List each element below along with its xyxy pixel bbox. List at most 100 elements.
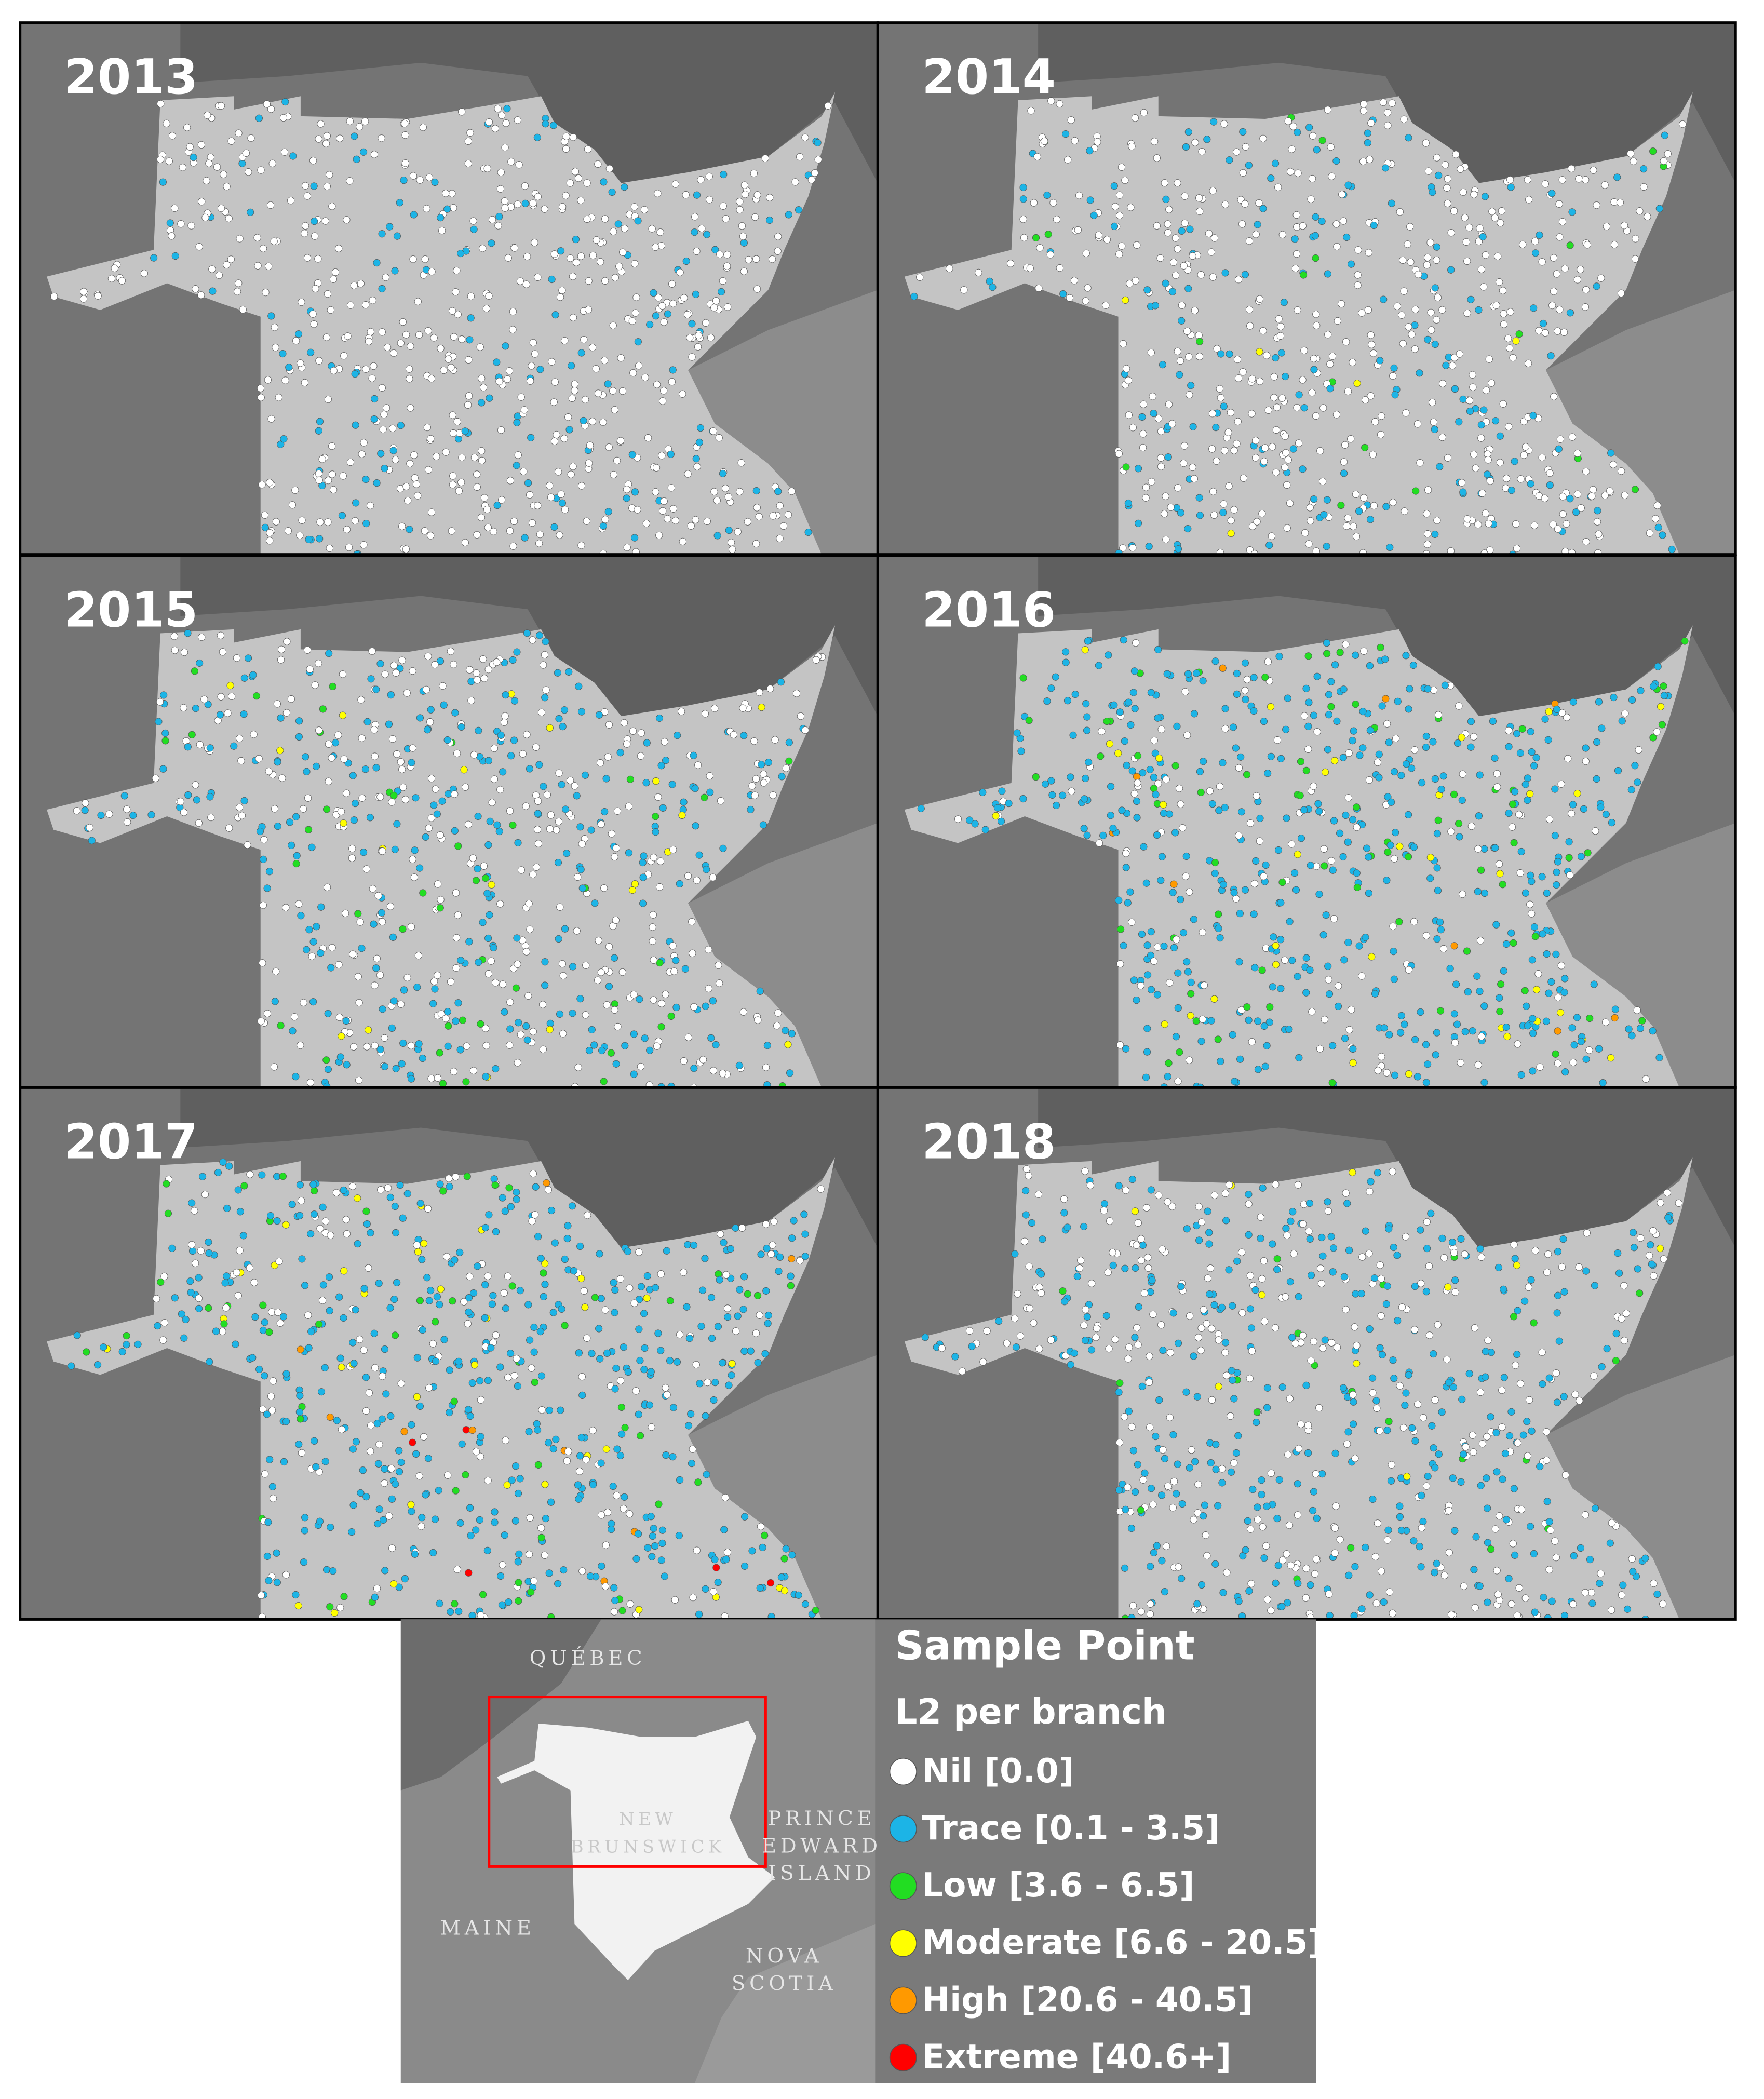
sample-point — [431, 178, 439, 186]
sample-point — [788, 487, 796, 495]
legend-label: Trace [0.1 - 3.5] — [922, 1809, 1220, 1848]
sample-point — [88, 837, 96, 844]
sample-point — [1311, 1570, 1319, 1578]
sample-point — [1263, 352, 1271, 359]
sample-point — [510, 517, 518, 526]
sample-point — [1297, 835, 1305, 842]
sample-point — [477, 1020, 484, 1028]
sample-point — [692, 822, 699, 830]
sample-point — [1371, 418, 1379, 426]
sample-point — [621, 183, 628, 191]
sample-point — [429, 1549, 437, 1557]
sample-point — [1554, 858, 1562, 866]
sample-point — [653, 1042, 661, 1050]
sample-point — [782, 1027, 789, 1034]
sample-point — [282, 1370, 290, 1378]
sample-point — [671, 180, 679, 188]
sample-point — [418, 1256, 426, 1263]
sample-point — [433, 1293, 441, 1301]
sample-point — [615, 262, 623, 271]
legend-swatch — [889, 1929, 917, 1957]
sample-point — [1200, 1512, 1207, 1520]
sample-point — [693, 877, 701, 884]
sample-point — [599, 418, 607, 426]
sample-point — [1124, 899, 1132, 907]
sample-point — [767, 1250, 775, 1258]
sample-point — [349, 1501, 357, 1509]
sample-point — [363, 718, 371, 725]
sample-point — [1577, 504, 1585, 512]
sample-point — [303, 768, 311, 775]
sample-point — [365, 1264, 372, 1272]
sample-point — [188, 1247, 197, 1255]
sample-point — [421, 255, 429, 263]
sample-point — [981, 826, 989, 833]
sample-point — [1598, 1363, 1606, 1371]
sample-point — [1568, 165, 1576, 172]
sample-point — [740, 239, 748, 247]
sample-point — [321, 1217, 330, 1225]
sample-point — [327, 1523, 334, 1531]
sample-point — [1371, 990, 1379, 998]
sample-point — [1398, 1303, 1406, 1311]
sample-point — [444, 1042, 452, 1050]
sample-point — [1551, 1537, 1559, 1545]
sample-point — [1294, 306, 1301, 314]
sample-point — [1209, 488, 1217, 495]
sample-point — [513, 419, 521, 426]
sample-point — [1221, 705, 1229, 712]
sample-point — [228, 692, 236, 701]
sample-point — [428, 267, 436, 276]
sample-point — [1251, 437, 1260, 445]
sample-point — [502, 691, 509, 699]
sample-point — [1324, 106, 1332, 114]
sample-point — [527, 1588, 535, 1596]
sample-point — [662, 990, 669, 998]
sample-point — [1376, 357, 1384, 365]
sample-point — [513, 1355, 520, 1363]
sample-point — [1116, 1438, 1124, 1447]
sample-point — [379, 1005, 386, 1013]
sample-point — [618, 968, 626, 976]
sample-point — [1086, 196, 1094, 204]
sample-point — [1529, 412, 1537, 420]
sample-point — [723, 251, 731, 259]
sample-point — [535, 540, 543, 547]
sample-point — [251, 1313, 259, 1321]
sample-point — [466, 336, 474, 344]
sample-point — [368, 647, 376, 655]
sample-point — [1158, 1245, 1166, 1253]
sample-point — [476, 343, 484, 351]
sample-point — [674, 732, 681, 739]
sample-point — [739, 704, 747, 712]
sample-point — [697, 1323, 705, 1330]
sample-point — [1476, 224, 1484, 232]
sample-point — [424, 1205, 432, 1213]
sample-point — [1543, 1428, 1551, 1436]
sample-point — [343, 216, 351, 224]
sample-point — [1278, 1603, 1286, 1610]
sample-point — [1213, 345, 1221, 353]
sample-point — [1146, 765, 1154, 774]
sample-point — [630, 1299, 638, 1307]
sample-point — [305, 926, 313, 934]
sample-point — [1250, 707, 1258, 715]
sample-point — [1145, 543, 1153, 550]
sample-point — [358, 945, 366, 952]
sample-point — [1186, 391, 1193, 399]
sample-point — [624, 1368, 632, 1376]
sample-point — [1475, 237, 1483, 245]
sample-point — [1408, 764, 1416, 772]
sample-point — [1292, 211, 1300, 219]
sample-point — [279, 349, 287, 358]
sample-point — [1170, 880, 1178, 888]
sample-point — [316, 535, 324, 543]
sample-point — [439, 682, 447, 690]
sample-point — [1316, 447, 1324, 455]
sample-point — [1499, 400, 1507, 408]
sample-point — [1393, 1252, 1401, 1259]
sample-point — [1304, 722, 1312, 730]
legend-label: Moderate [6.6 - 20.5] — [922, 1923, 1323, 1962]
sample-point — [1299, 1220, 1307, 1228]
sample-point — [382, 274, 389, 281]
